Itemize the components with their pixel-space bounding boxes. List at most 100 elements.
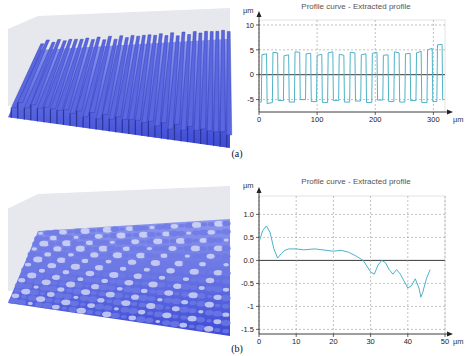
tick-label: 0 (250, 70, 254, 79)
tick-label: 40 (404, 337, 412, 346)
roughness (33, 279, 42, 285)
roughness (98, 291, 105, 296)
roughness (113, 252, 123, 258)
grid-line (259, 329, 445, 330)
roughness (155, 320, 160, 323)
roughness (222, 254, 231, 259)
roughness (28, 251, 37, 257)
chart: Profile curve - Extracted profileµmµm-50… (243, 2, 464, 124)
roughness (109, 279, 116, 283)
roughness (62, 247, 67, 250)
roughness (57, 264, 62, 267)
roughness (124, 295, 129, 298)
roughness (213, 311, 222, 317)
roughness (191, 254, 199, 259)
roughness (45, 246, 55, 252)
roughness (147, 232, 156, 238)
y-axis (259, 14, 260, 112)
roughness (48, 241, 55, 245)
roughness (32, 247, 38, 250)
surface (8, 219, 230, 336)
roughness (215, 279, 220, 282)
ridge-face (174, 124, 175, 140)
roughness (34, 236, 43, 242)
roughness (65, 258, 74, 264)
profile-line (259, 226, 430, 297)
roughness (77, 277, 83, 281)
roughness (75, 252, 83, 257)
roughness (127, 274, 132, 277)
grid-line (259, 260, 445, 261)
roughness (21, 267, 31, 273)
roughness (43, 236, 49, 240)
roughness (168, 261, 174, 265)
roughness (181, 292, 189, 297)
roughness (223, 263, 229, 267)
roughness (117, 287, 123, 291)
roughness (154, 311, 163, 317)
roughness (198, 253, 208, 259)
roughness (39, 241, 48, 247)
figure: Profile curve - Extracted profileµmµm-50… (0, 0, 474, 356)
roughness (38, 232, 43, 235)
title: Profile curve - Extracted profile (301, 177, 411, 186)
roughness (121, 300, 130, 306)
roughness (161, 254, 168, 258)
roughness (21, 295, 27, 299)
roughness (111, 313, 120, 319)
roughness (222, 221, 231, 226)
roughness (57, 257, 66, 263)
roughness (116, 279, 125, 285)
roughness (139, 295, 149, 301)
roughness (27, 279, 34, 283)
roughness (153, 254, 159, 258)
roughness (183, 277, 189, 281)
roughness (214, 262, 223, 268)
roughness (75, 283, 83, 288)
roughness (87, 303, 95, 308)
roughness (215, 304, 221, 308)
roughness (80, 303, 86, 307)
roughness (50, 236, 57, 241)
roughness (165, 306, 170, 309)
roughness (90, 252, 98, 257)
roughness (81, 228, 90, 234)
roughness (102, 311, 111, 317)
tick-label: -1 (247, 302, 254, 311)
roughness (57, 287, 64, 291)
ridge-face (200, 129, 201, 144)
axis-arrow (447, 110, 453, 115)
profile-line (259, 44, 444, 103)
roughness (149, 226, 154, 229)
ridge-face (43, 107, 44, 122)
roughness (95, 311, 102, 315)
roughness (123, 287, 132, 293)
roughness (198, 310, 203, 313)
roughness (61, 307, 67, 311)
roughness (165, 275, 174, 281)
roughness (199, 230, 209, 236)
grid-line (259, 24, 445, 25)
roughness (77, 270, 86, 276)
ridge-face (102, 115, 103, 131)
roughness (191, 262, 198, 266)
y-axis (259, 190, 260, 334)
ridge (207, 32, 213, 131)
roughness (157, 298, 163, 301)
roughness (40, 292, 46, 295)
roughness (110, 227, 119, 233)
roughness (156, 289, 165, 295)
roughness (179, 224, 185, 228)
roughness (162, 231, 170, 236)
roughness (150, 275, 157, 279)
roughness (155, 304, 164, 309)
roughness (26, 257, 34, 262)
grid-line (259, 49, 445, 50)
tick-label: 0 (257, 337, 261, 346)
roughness (125, 280, 134, 286)
plot-area (259, 226, 430, 297)
roughness (173, 276, 182, 282)
roughness (221, 270, 230, 276)
roughness (63, 294, 71, 299)
roughness (147, 311, 153, 315)
